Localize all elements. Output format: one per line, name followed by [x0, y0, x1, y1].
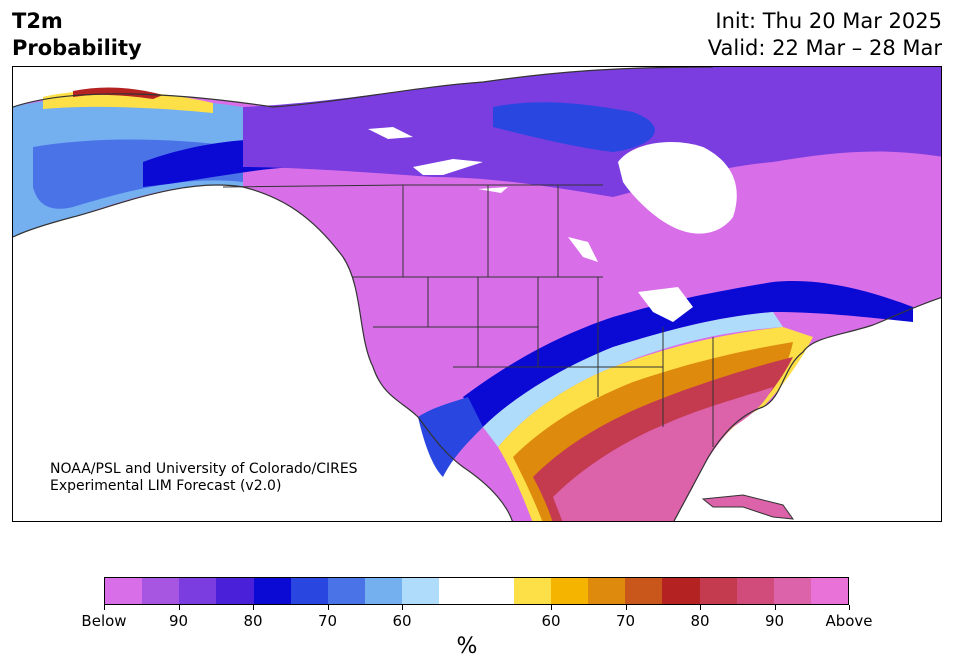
coastline: [13, 67, 941, 521]
valid-range: Valid: 22 Mar – 28 Mar: [707, 36, 942, 60]
colorbar-tickmark: [625, 605, 627, 610]
colorbar-segment: [142, 578, 180, 604]
southeast-pink: [553, 387, 773, 521]
colorbar-segment: [810, 578, 849, 604]
lake: [568, 237, 598, 262]
credit-line-2: Experimental LIM Forecast (v2.0): [50, 478, 282, 494]
colorbar-tickmark: [327, 605, 329, 610]
colorbar-segment: [513, 578, 551, 604]
hudson-bay: [618, 142, 737, 234]
colorbar-tickmark: [402, 605, 403, 610]
colorbar-tick-label: 60: [541, 612, 561, 630]
colorbar-tickmark: [700, 605, 701, 610]
lake: [478, 187, 508, 193]
forecast-dates: Init: Thu 20 Mar 2025 Valid: 22 Mar – 28…: [708, 8, 942, 62]
colorbar-tickmark: [551, 605, 552, 610]
colorbar-unit: %: [456, 634, 478, 659]
title-metric: Probability: [12, 36, 142, 60]
east-light-band: [483, 312, 783, 447]
colorbar-segment: [699, 578, 737, 604]
hudson-blue: [493, 102, 655, 152]
init-date: Init: Thu 20 Mar 2025: [715, 9, 942, 33]
colorbar-tickmark: [178, 605, 180, 610]
colorbar-segment: [550, 578, 589, 604]
northwest-warm-strip: [43, 90, 213, 113]
colorbar-segment: [439, 578, 477, 604]
colorbar-segment: [105, 578, 143, 604]
colorbar-tick-label: 70: [317, 612, 338, 630]
boundary-lines: [222, 184, 714, 447]
colorbar-tick-label: 80: [243, 612, 263, 630]
colorbar-tickmark: [849, 605, 850, 610]
lake: [368, 127, 413, 139]
map-panel: NOAA/PSL and University of Colorado/CIRE…: [12, 66, 942, 522]
map-credit: NOAA/PSL and University of Colorado/CIRE…: [50, 461, 358, 495]
colorbar-segment: [662, 578, 700, 604]
colorbar-segment: [179, 578, 217, 604]
colorbar-tick-label: 90: [168, 612, 189, 630]
colorbar-segment: [253, 578, 291, 604]
colorbar-segment: [402, 578, 440, 604]
colorbar-segment: [736, 578, 774, 604]
title-variable: T2m: [12, 9, 63, 33]
colorbar-segment: [476, 578, 514, 604]
colorbar-segment: [773, 578, 811, 604]
colorbar-tick-label: 60: [392, 612, 412, 630]
colorbar-tickmark: [104, 605, 105, 610]
colorbar-tick-label: Below: [81, 612, 127, 630]
cuba: [701, 494, 795, 520]
credit-line-1: NOAA/PSL and University of Colorado/CIRE…: [50, 461, 358, 477]
colorbar-segment: [216, 578, 254, 604]
colorbar-segment: [588, 578, 626, 604]
colorbar-tick-label: 80: [690, 612, 710, 630]
colorbar-tickmark: [774, 605, 776, 610]
colorbar-tick-label: 90: [764, 612, 785, 630]
lake: [413, 159, 483, 175]
colorbar-segment: [327, 578, 366, 604]
colorbar-segment: [625, 578, 663, 604]
lake: [638, 287, 693, 322]
colorbar: [104, 577, 849, 605]
colorbar-segment: [365, 578, 403, 604]
map-title: T2m Probability: [12, 8, 142, 62]
probability-map: [13, 67, 941, 521]
colorbar-segment: [290, 578, 328, 604]
colorbar-tickmark: [253, 605, 254, 610]
colorbar-tick-label: 70: [615, 612, 636, 630]
colorbar-tick-label: Above: [825, 612, 873, 630]
mexico-cold-band: [418, 397, 483, 477]
